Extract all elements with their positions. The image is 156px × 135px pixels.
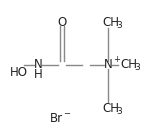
Text: CH: CH [120,58,137,72]
Text: +: + [113,55,120,65]
Text: Br: Br [50,112,63,124]
Text: CH: CH [102,102,119,114]
Text: 3: 3 [116,21,122,30]
Text: 3: 3 [116,107,122,116]
Text: O: O [57,16,67,28]
Text: N: N [104,58,112,72]
Text: N: N [34,58,42,72]
Text: 3: 3 [134,63,140,72]
Text: HO: HO [10,65,28,78]
Text: H: H [34,68,42,80]
Text: CH: CH [102,16,119,28]
Text: −: − [63,109,70,119]
